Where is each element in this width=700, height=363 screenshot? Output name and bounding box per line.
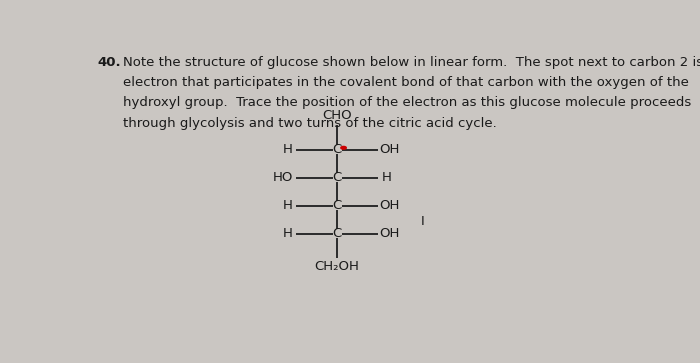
Text: CH₂OH: CH₂OH	[314, 260, 360, 273]
Text: H: H	[283, 199, 293, 212]
Text: OH: OH	[379, 199, 400, 212]
Text: I: I	[421, 216, 425, 228]
Text: C: C	[332, 199, 342, 212]
Text: CHO: CHO	[322, 109, 352, 122]
Text: through glycolysis and two turns of the citric acid cycle.: through glycolysis and two turns of the …	[122, 117, 496, 130]
Text: C: C	[332, 171, 342, 184]
Text: HO: HO	[273, 171, 293, 184]
Text: C: C	[332, 227, 342, 240]
Text: Note the structure of glucose shown below in linear form.  The spot next to carb: Note the structure of glucose shown belo…	[122, 56, 700, 69]
Text: electron that participates in the covalent bond of that carbon with the oxygen o: electron that participates in the covale…	[122, 76, 689, 89]
Text: 40.: 40.	[97, 56, 121, 69]
Text: hydroxyl group.  Trace the position of the electron as this glucose molecule pro: hydroxyl group. Trace the position of th…	[122, 97, 691, 109]
Text: H: H	[283, 143, 293, 156]
Text: C: C	[332, 143, 342, 156]
Circle shape	[341, 146, 346, 149]
Text: OH: OH	[379, 227, 400, 240]
Text: OH: OH	[379, 143, 400, 156]
Text: H: H	[283, 227, 293, 240]
Text: H: H	[382, 171, 391, 184]
